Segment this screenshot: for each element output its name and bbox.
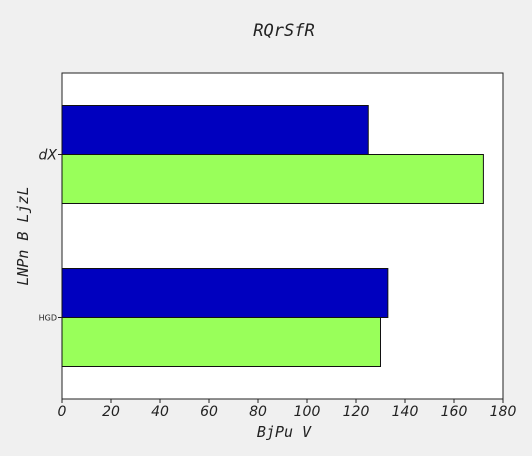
y-tick-label-dx: dX xyxy=(39,148,58,164)
x-tick-label-120: 120 xyxy=(343,404,370,420)
x-tick-label-0: 0 xyxy=(58,404,67,420)
x-axis-ticks: 0 20 40 60 80 100 120 140 160 180 xyxy=(58,399,517,420)
bar-hgd-series-1 xyxy=(61,317,381,367)
x-tick-label-100: 100 xyxy=(294,404,321,420)
x-tick-label-40: 40 xyxy=(151,404,169,420)
x-axis-label: BjPu V xyxy=(257,423,312,441)
bar-dx-series-2 xyxy=(61,105,369,155)
x-tick-label-60: 60 xyxy=(200,404,218,420)
x-tick-label-80: 80 xyxy=(249,404,267,420)
x-tick-label-20: 20 xyxy=(102,404,120,420)
x-tick-label-180: 180 xyxy=(490,404,517,420)
bar-dx-series-1 xyxy=(61,154,484,204)
chart-title: RQrSfR xyxy=(253,21,314,41)
y-axis-ticks: HGD dX xyxy=(39,148,62,323)
x-tick-label-160: 160 xyxy=(441,404,468,420)
bar-hgd-series-2 xyxy=(61,268,389,318)
bars-group xyxy=(61,105,484,367)
x-tick-label-140: 140 xyxy=(392,404,419,420)
y-axis-label: LNPn B LjzL xyxy=(14,186,32,285)
y-tick-label-hgd: HGD xyxy=(39,314,57,323)
